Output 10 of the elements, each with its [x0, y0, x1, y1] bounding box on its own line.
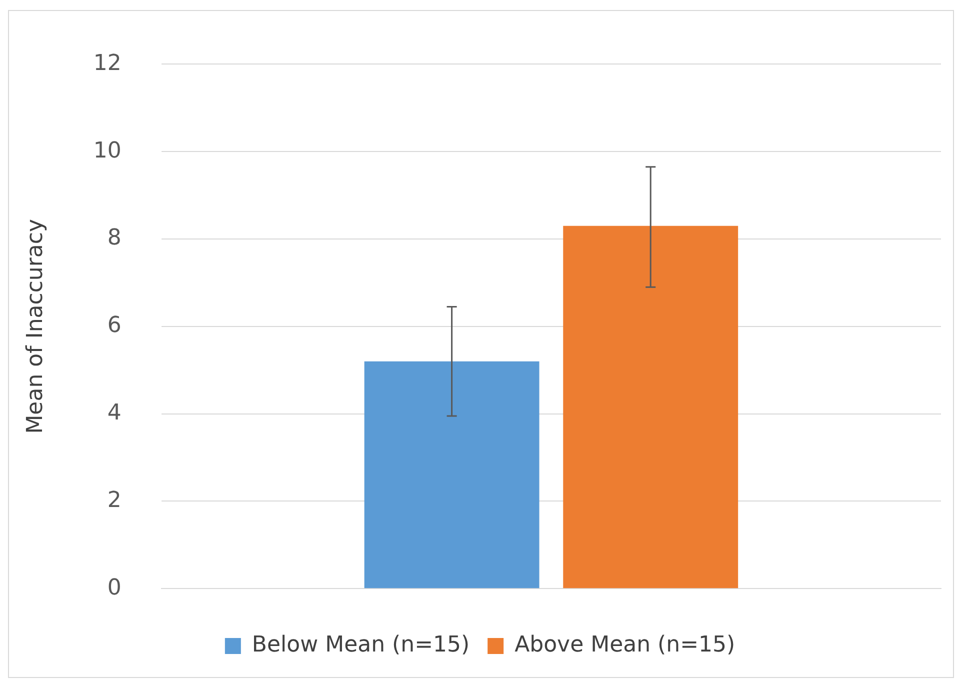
legend-label: Above Mean (n=15): [514, 632, 736, 658]
y-tick-label: 12: [93, 50, 122, 76]
y-tick-label: 2: [107, 488, 122, 513]
y-tick-label: 10: [93, 138, 122, 164]
y-tick-label: 0: [107, 575, 122, 600]
y-tick-label: 4: [107, 400, 122, 426]
legend-label: Below Mean (n=15): [252, 632, 470, 658]
y-axis-title: Mean of Inaccuracy: [22, 218, 48, 434]
y-tick-label: 8: [107, 226, 122, 251]
y-tick-label: 6: [107, 313, 122, 338]
